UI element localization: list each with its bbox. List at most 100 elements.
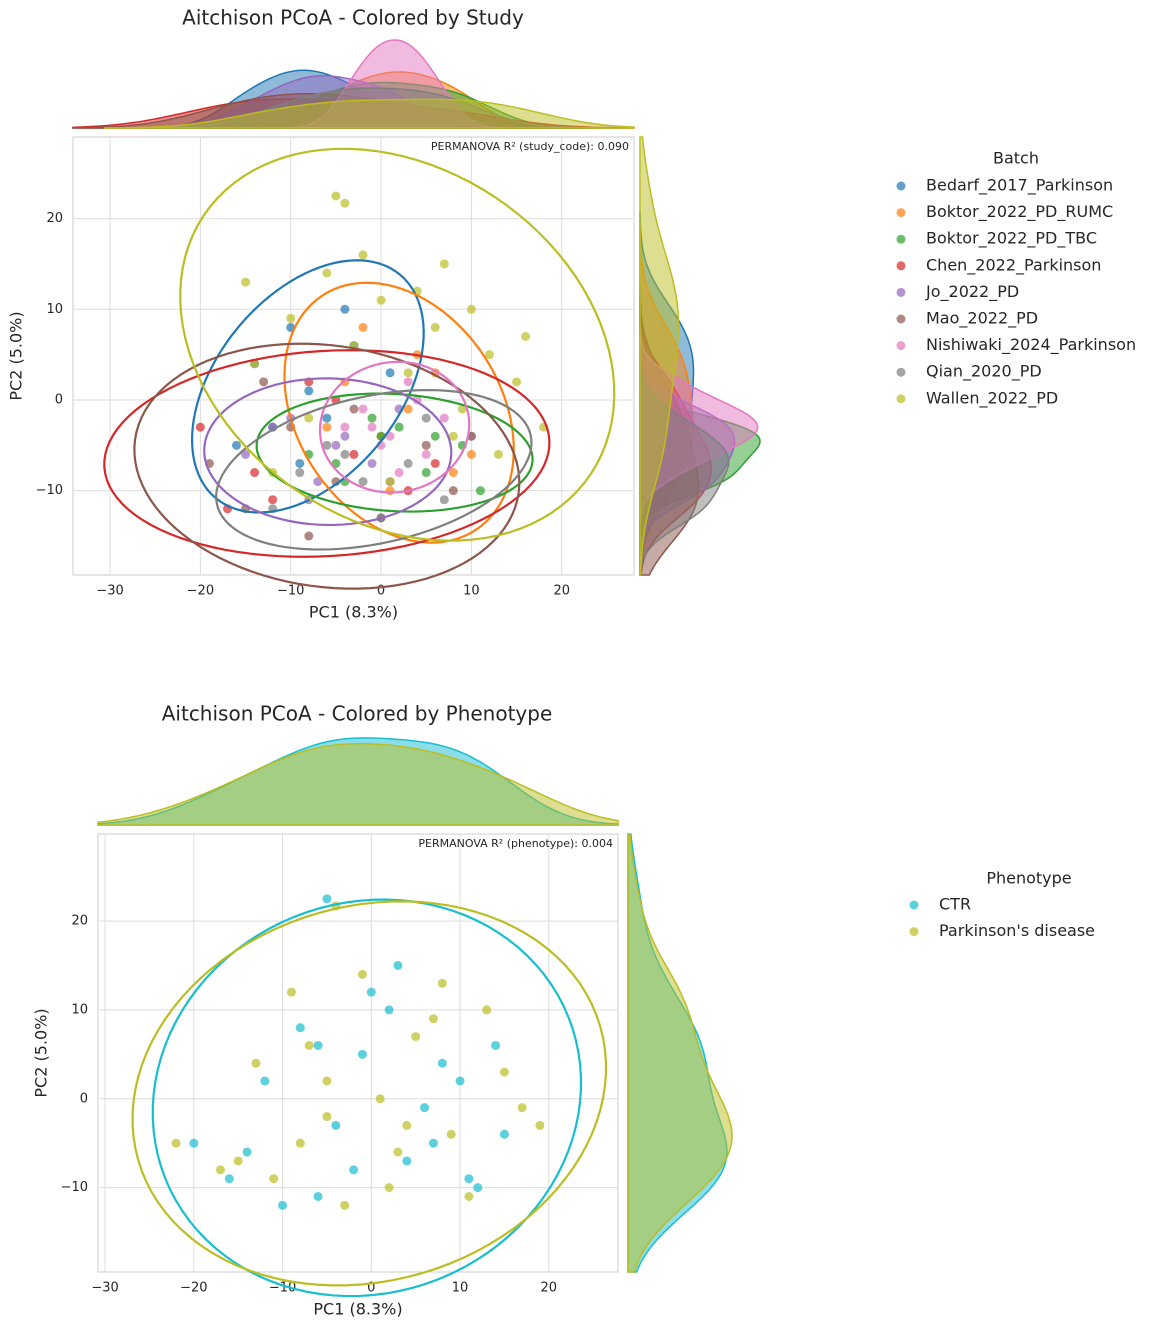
point xyxy=(473,1183,483,1193)
x-tick-label: 0 xyxy=(367,1281,375,1296)
chart-title: Aitchison PCoA - Colored by Phenotype xyxy=(162,702,553,726)
point xyxy=(358,477,368,487)
legend-label: Boktor_2022_PD_RUMC xyxy=(926,202,1113,222)
confidence-ellipse xyxy=(179,147,616,542)
point xyxy=(322,268,332,278)
confidence-ellipse xyxy=(131,900,608,1287)
x-tick-label: −30 xyxy=(91,1281,118,1296)
legend-marker xyxy=(896,234,906,244)
point xyxy=(268,495,278,505)
point xyxy=(403,458,413,468)
point xyxy=(171,1138,181,1148)
legend-label: Wallen_2022_PD xyxy=(926,388,1058,408)
legend-label: Jo_2022_PD xyxy=(925,282,1019,302)
legend-label: Qian_2020_PD xyxy=(926,362,1042,382)
point xyxy=(331,191,341,201)
point xyxy=(457,404,467,414)
top-density xyxy=(97,742,619,826)
point xyxy=(482,1005,492,1015)
y-axis-label: PC2 (5.0%) xyxy=(7,311,26,400)
point xyxy=(340,198,350,208)
point xyxy=(295,1023,305,1033)
point xyxy=(322,894,332,904)
y-tick-label: −10 xyxy=(36,483,63,498)
legend-title: Phenotype xyxy=(986,869,1071,888)
legend-marker xyxy=(909,927,919,937)
point xyxy=(421,449,431,459)
point xyxy=(430,322,440,332)
point xyxy=(304,413,314,423)
point xyxy=(232,440,242,450)
point xyxy=(358,250,368,260)
confidence-ellipse xyxy=(133,342,521,590)
y-tick-label: 10 xyxy=(71,1002,88,1017)
point xyxy=(493,449,503,459)
x-tick-label: −20 xyxy=(180,1281,207,1296)
x-tick-label: 0 xyxy=(377,584,385,599)
top-density xyxy=(103,98,635,129)
point xyxy=(251,1058,261,1068)
x-tick-label: 10 xyxy=(463,584,480,599)
legend-label: CTR xyxy=(939,895,971,914)
legend-marker xyxy=(896,181,906,191)
point xyxy=(394,422,404,432)
x-tick-label: −10 xyxy=(277,584,304,599)
point xyxy=(421,468,431,478)
confidence-ellipse xyxy=(318,360,471,494)
point xyxy=(385,431,395,441)
point xyxy=(224,1174,234,1184)
confidence-ellipse xyxy=(203,377,453,527)
point xyxy=(357,1049,367,1059)
point xyxy=(189,1138,199,1148)
point xyxy=(278,1200,288,1210)
point xyxy=(340,1200,350,1210)
point xyxy=(464,1174,474,1184)
point xyxy=(402,1156,412,1166)
point xyxy=(304,1040,314,1050)
y-tick-label: −10 xyxy=(61,1180,88,1195)
right-density xyxy=(627,833,733,1273)
point xyxy=(384,1005,394,1015)
point xyxy=(349,1165,359,1175)
point xyxy=(242,1147,252,1157)
point xyxy=(349,404,359,414)
x-tick-label: 20 xyxy=(553,584,570,599)
confidence-ellipse xyxy=(103,349,551,558)
point xyxy=(241,277,251,287)
point xyxy=(295,468,305,478)
plot-area xyxy=(97,833,619,1273)
point xyxy=(437,1058,447,1068)
point xyxy=(385,368,395,378)
legend-label: Mao_2022_PD xyxy=(926,309,1038,329)
point xyxy=(357,969,367,979)
point xyxy=(499,1067,509,1077)
y-tick-label: 20 xyxy=(46,211,63,226)
point xyxy=(340,431,350,441)
point xyxy=(367,413,377,423)
point xyxy=(322,413,332,423)
x-tick-label: 10 xyxy=(452,1281,469,1296)
x-axis-label: PC1 (8.3%) xyxy=(313,1300,402,1319)
point xyxy=(322,1112,332,1122)
point xyxy=(411,1032,421,1042)
legend-marker xyxy=(896,341,906,351)
y-tick-label: 0 xyxy=(80,1091,88,1106)
point xyxy=(448,431,458,441)
point xyxy=(358,322,368,332)
point xyxy=(512,377,522,387)
y-tick-label: 10 xyxy=(46,302,63,317)
point xyxy=(376,295,386,305)
point xyxy=(241,449,251,459)
point xyxy=(393,960,403,970)
point xyxy=(340,304,350,314)
point xyxy=(313,1040,323,1050)
legend-label: Bedarf_2017_Parkinson xyxy=(926,176,1113,196)
point xyxy=(322,422,332,432)
point xyxy=(393,1147,403,1157)
x-axis-label: PC1 (8.3%) xyxy=(309,603,398,622)
point xyxy=(367,422,377,432)
point xyxy=(195,422,205,432)
point xyxy=(428,1014,438,1024)
point xyxy=(322,1076,332,1086)
confidence-ellipse xyxy=(283,281,515,544)
